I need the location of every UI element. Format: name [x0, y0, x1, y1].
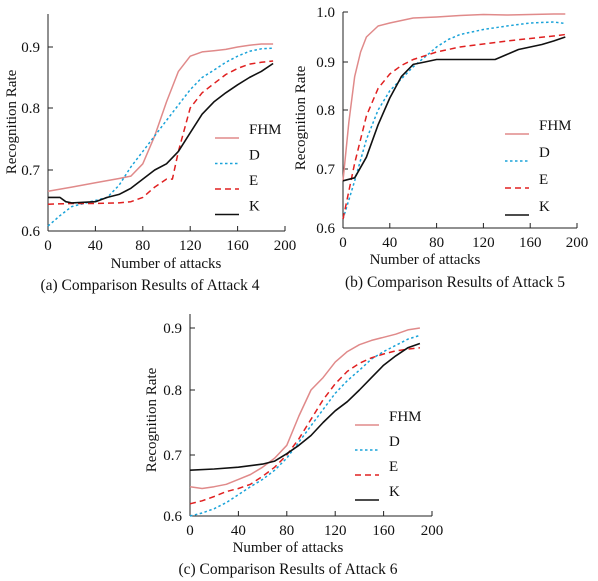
- legend-label-fhm: FHM: [539, 118, 572, 134]
- x-tick-label: 80: [429, 235, 444, 251]
- series-line-e: [189, 347, 420, 505]
- legend-label-k: K: [249, 199, 260, 215]
- y-axis-label: Recognition Rate: [144, 367, 160, 472]
- series-line-k: [189, 342, 421, 471]
- x-tick-label: 160: [372, 523, 395, 539]
- series-line-k: [48, 62, 274, 204]
- y-tick-label: 0.9: [316, 55, 335, 71]
- y-tick-label: 0.6: [21, 224, 40, 240]
- y-tick-label: 0.8: [316, 103, 335, 119]
- x-tick-label: 80: [279, 523, 294, 539]
- series-line-fhm: [342, 13, 566, 181]
- series-line-k: [342, 36, 566, 182]
- legend-label-e: E: [539, 172, 548, 188]
- chart-b: 0 40 80 120 160 200 0.6 0.7 0.8 0.9 1.0 FHM DEK Recog…: [293, 5, 588, 291]
- x-axis-label: Number of attacks: [370, 252, 481, 268]
- y-tick-label: 1.0: [316, 5, 335, 21]
- x-axis-label: Number of attacks: [233, 540, 344, 556]
- chart-c: 0 40 80 120 160 200 0.6 0.7 0.8 0.9 FHM DEK Recognit…: [144, 314, 443, 578]
- y-tick-label: 0.6: [316, 221, 335, 237]
- series-line-fhm: [189, 327, 421, 490]
- x-tick-label: 120: [324, 523, 347, 539]
- x-axis-label: Number of attacks: [111, 256, 222, 272]
- x-tick-label: 120: [179, 238, 202, 254]
- legend-label-d: D: [249, 148, 260, 164]
- x-tick-label: 0: [186, 523, 194, 539]
- legend-label-e: E: [249, 173, 258, 189]
- x-tick-label: 200: [274, 238, 297, 254]
- series-line-e: [342, 33, 566, 220]
- y-tick-label: 0.8: [163, 383, 182, 399]
- legend-label-fhm: FHM: [249, 122, 282, 138]
- x-tick-label: 40: [88, 238, 103, 254]
- x-tick-label: 40: [231, 523, 246, 539]
- y-axis-label: Recognition Rate: [4, 69, 20, 174]
- y-tick-label: 0.7: [163, 448, 182, 464]
- y-tick-label: 0.7: [316, 162, 335, 178]
- legend-label-k: K: [389, 484, 400, 500]
- x-tick-label: 0: [339, 235, 347, 251]
- legend-label-e: E: [389, 459, 398, 475]
- y-tick-label: 0.8: [21, 101, 40, 117]
- chart-caption: (c) Comparison Results of Attack 6: [178, 561, 397, 578]
- legend-label-d: D: [389, 434, 400, 450]
- series-line-d: [47, 47, 274, 227]
- series-line-fhm: [47, 43, 274, 193]
- x-tick-label: 160: [226, 238, 249, 254]
- series-line-d: [189, 334, 421, 517]
- series-line-e: [47, 60, 274, 205]
- x-tick-label: 0: [44, 238, 52, 254]
- x-tick-label: 200: [566, 235, 589, 251]
- y-tick-label: 0.6: [163, 509, 182, 525]
- series-line-d: [342, 21, 566, 220]
- x-tick-label: 80: [135, 238, 150, 254]
- x-tick-label: 120: [472, 235, 495, 251]
- chart-caption: (b) Comparison Results of Attack 5: [345, 274, 565, 291]
- y-axis-label: Recognition Rate: [293, 65, 309, 170]
- y-tick-label: 0.9: [163, 321, 182, 337]
- legend-label-k: K: [539, 199, 550, 215]
- y-tick-label: 0.7: [21, 163, 40, 179]
- y-tick-label: 0.9: [21, 40, 40, 56]
- x-tick-label: 160: [519, 235, 542, 251]
- x-tick-label: 200: [421, 523, 444, 539]
- x-tick-label: 40: [382, 235, 397, 251]
- legend-label-fhm: FHM: [389, 409, 422, 425]
- legend-label-d: D: [539, 145, 550, 161]
- chart-caption: (a) Comparison Results of Attack 4: [40, 277, 259, 294]
- chart-a: 0 40 80 120 160 200 0.6 0.7 0.8 0.9 FHM DEK Recognit…: [4, 14, 296, 294]
